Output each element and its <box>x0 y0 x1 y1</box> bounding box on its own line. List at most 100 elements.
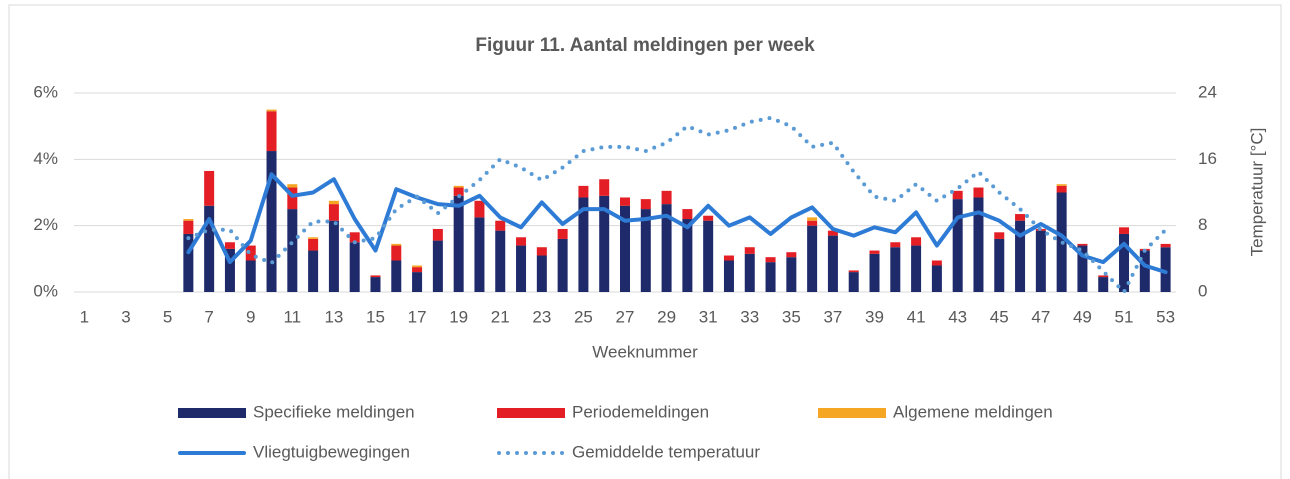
x-tick-label: 9 <box>246 307 255 326</box>
x-tick-label: 15 <box>366 307 385 326</box>
x-tick-label: 49 <box>1073 307 1092 326</box>
bar <box>266 111 277 152</box>
bar <box>474 217 485 292</box>
y2-axis-label: Temperatuur [°C] <box>1247 128 1266 257</box>
x-tick-label: 25 <box>574 307 593 326</box>
x-tick-label: 5 <box>163 307 172 326</box>
bar <box>474 200 485 218</box>
bar <box>703 220 714 292</box>
x-tick-label: 53 <box>1156 307 1175 326</box>
bar <box>682 219 693 292</box>
y-tick-label: 2% <box>33 215 58 234</box>
x-tick-label: 11 <box>283 307 301 326</box>
x-tick-label: 37 <box>823 307 842 326</box>
bar <box>391 245 402 261</box>
bar <box>786 257 797 292</box>
y-tick-label: 6% <box>33 82 58 101</box>
bar <box>640 209 651 292</box>
bar <box>266 109 277 112</box>
bar <box>973 197 984 292</box>
bar <box>183 219 194 221</box>
bar <box>765 257 776 263</box>
x-tick-label: 27 <box>616 307 635 326</box>
x-tick-label: 51 <box>1115 307 1134 326</box>
legend-label: Periodemeldingen <box>572 402 709 421</box>
bar <box>516 237 527 246</box>
x-tick-label: 1 <box>80 307 89 326</box>
bar <box>1160 243 1171 248</box>
bar <box>661 190 672 205</box>
legend-label: Specifieke meldingen <box>253 402 415 421</box>
y2-tick-label: 0 <box>1198 281 1207 300</box>
line <box>186 115 1168 294</box>
bar <box>1056 184 1067 186</box>
bar <box>1015 214 1026 221</box>
legend-label: Vliegtuigbewegingen <box>253 442 410 461</box>
bar <box>287 209 298 292</box>
bar <box>723 255 734 261</box>
bar <box>1160 247 1171 292</box>
chart-title: Figuur 11. Aantal meldingen per week <box>475 35 815 56</box>
bar <box>744 247 755 254</box>
bar <box>536 247 547 256</box>
bar <box>516 245 527 292</box>
y2-tick-label: 24 <box>1198 82 1217 101</box>
x-tick-label: 17 <box>408 307 427 326</box>
bar <box>1119 227 1130 234</box>
bar <box>620 205 630 292</box>
y2-tick-label: 16 <box>1198 149 1217 168</box>
bar <box>328 204 339 221</box>
bar <box>287 187 298 210</box>
bar <box>412 267 423 273</box>
bar <box>931 260 942 266</box>
bar <box>453 195 464 292</box>
bar <box>661 204 672 292</box>
bar <box>744 253 755 292</box>
y-tick-label: 4% <box>33 149 58 168</box>
bar <box>245 245 256 261</box>
x-tick-label: 21 <box>491 307 510 326</box>
bar <box>183 233 194 292</box>
x-tick-label: 23 <box>532 307 551 326</box>
bar <box>204 205 215 292</box>
bar <box>391 243 402 246</box>
bar <box>723 260 734 292</box>
bar <box>1119 233 1130 292</box>
legend-label: Gemiddelde temperatuur <box>572 442 760 461</box>
bar <box>183 220 194 234</box>
bar <box>848 270 859 273</box>
bar <box>287 184 298 188</box>
bar <box>328 220 339 292</box>
bar <box>1098 277 1109 292</box>
bar <box>994 238 1005 292</box>
bar <box>432 228 443 241</box>
bar <box>204 170 215 206</box>
bar <box>370 275 381 278</box>
x-tick-label: 41 <box>907 307 926 326</box>
bar <box>1077 243 1088 246</box>
x-tick-label: 35 <box>782 307 801 326</box>
bar <box>578 185 589 198</box>
y2-tick-label: 8 <box>1198 215 1207 234</box>
legend-swatch <box>497 408 565 418</box>
bar <box>349 232 360 243</box>
legend-swatch <box>818 408 886 418</box>
bar <box>370 277 381 292</box>
x-tick-label: 19 <box>449 307 468 326</box>
x-tick-label: 29 <box>657 307 676 326</box>
bar <box>765 262 776 292</box>
bar <box>245 260 256 292</box>
bar <box>536 255 547 292</box>
bar <box>432 240 443 292</box>
bar <box>1139 250 1150 292</box>
x-tick-label: 7 <box>204 307 213 326</box>
bar <box>391 260 402 292</box>
bar <box>453 187 464 196</box>
bar <box>1098 275 1109 278</box>
bar <box>412 265 423 268</box>
bar <box>266 151 277 292</box>
bar <box>848 272 859 292</box>
bar <box>973 187 984 198</box>
bar <box>682 209 693 220</box>
